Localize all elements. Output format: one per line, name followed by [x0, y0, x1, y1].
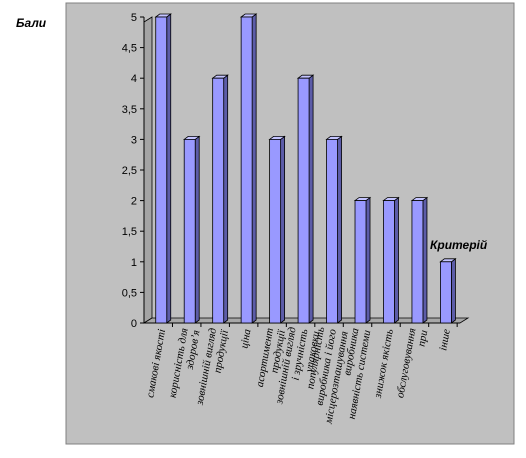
y-tick-label: 2,5 — [122, 165, 137, 177]
bar-front — [212, 77, 225, 324]
bar-side — [365, 196, 371, 324]
bar-side — [451, 257, 456, 324]
y-tick-label: 1,5 — [122, 226, 137, 238]
y-tick-label: 4 — [131, 73, 137, 85]
bar — [211, 74, 229, 324]
bar-front — [354, 200, 367, 324]
y-axis-title: Бали — [16, 16, 47, 30]
bar-side — [337, 135, 342, 324]
x-axis-title: Критерій — [430, 238, 488, 252]
bar-front — [155, 16, 168, 324]
bar-side — [422, 196, 428, 324]
bar-side — [223, 74, 229, 324]
y-tick-label: 0,5 — [122, 287, 137, 299]
bar-side — [280, 135, 286, 324]
bar — [325, 135, 343, 324]
bar — [410, 196, 429, 324]
x-tick-label: популярністьвиробника і йогомісцерозташу… — [299, 326, 351, 426]
y-tick-label: 0 — [131, 318, 137, 330]
bar — [353, 196, 372, 324]
bar — [382, 196, 400, 324]
bar-front — [383, 200, 395, 324]
bar-side — [251, 13, 257, 324]
bar — [239, 13, 258, 324]
bar-front — [269, 138, 282, 324]
left-wall — [143, 16, 153, 324]
plot-area — [65, 2, 515, 445]
bar — [154, 13, 172, 324]
bar-front — [440, 261, 452, 324]
y-tick-label: 3,5 — [122, 104, 137, 116]
y-tick-label: 2 — [131, 196, 137, 208]
y-tick-label: 4,5 — [122, 43, 137, 55]
y-tick-label: 5 — [131, 12, 137, 24]
bar-front — [326, 138, 338, 324]
y-tick-label: 3 — [131, 134, 137, 146]
bar-front — [297, 77, 310, 324]
bar-side — [194, 135, 200, 324]
bar — [296, 74, 315, 324]
bar-front — [183, 138, 196, 324]
bar — [439, 257, 457, 324]
bar — [183, 135, 201, 324]
x-tick-label: інше — [437, 328, 453, 352]
bar-side — [394, 196, 399, 324]
bar — [268, 135, 286, 324]
x-tick-label: ціна — [238, 328, 253, 350]
bar-front — [240, 16, 253, 324]
bar-side — [308, 74, 314, 324]
y-tick-label: 1 — [131, 257, 137, 269]
bar-front — [411, 200, 424, 324]
bar-side — [166, 13, 172, 324]
